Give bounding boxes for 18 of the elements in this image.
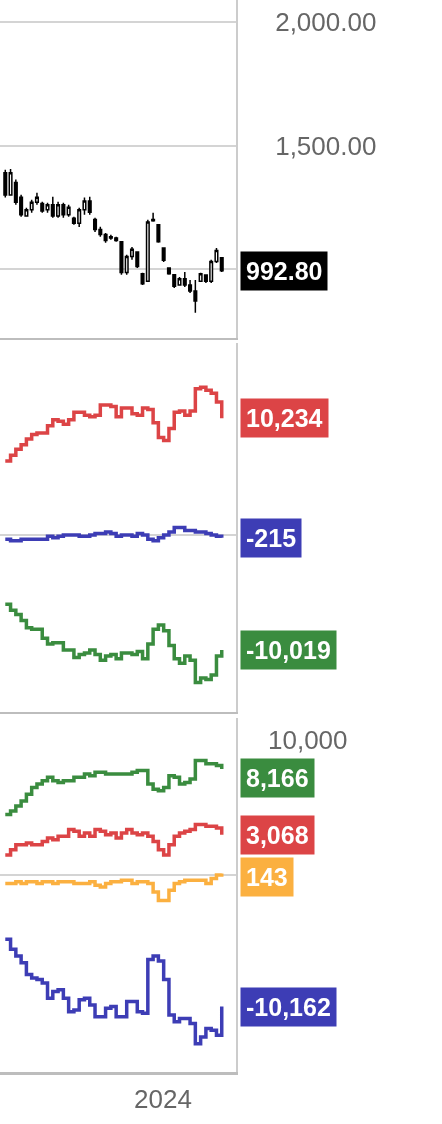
text: 3,068 bbox=[246, 821, 309, 849]
text: 143 bbox=[246, 863, 288, 891]
text: -215 bbox=[246, 524, 297, 552]
text: -10,162 bbox=[246, 993, 331, 1021]
candlestick bbox=[3, 168, 8, 199]
text: 992.80 bbox=[246, 257, 323, 285]
text: 10,234 bbox=[246, 404, 323, 432]
y-tick-label: 1,500.00 bbox=[275, 130, 377, 161]
candlestick bbox=[161, 247, 166, 263]
text: 2024 bbox=[134, 1084, 192, 1114]
candlestick bbox=[156, 224, 161, 244]
candlestick bbox=[66, 204, 71, 218]
text: 8,166 bbox=[246, 764, 309, 792]
text: -10,019 bbox=[246, 636, 331, 664]
candlestick bbox=[119, 241, 124, 276]
text: 10,000 bbox=[268, 725, 348, 755]
candlestick bbox=[92, 217, 98, 233]
y-tick-label: 2,000.00 bbox=[275, 7, 377, 38]
